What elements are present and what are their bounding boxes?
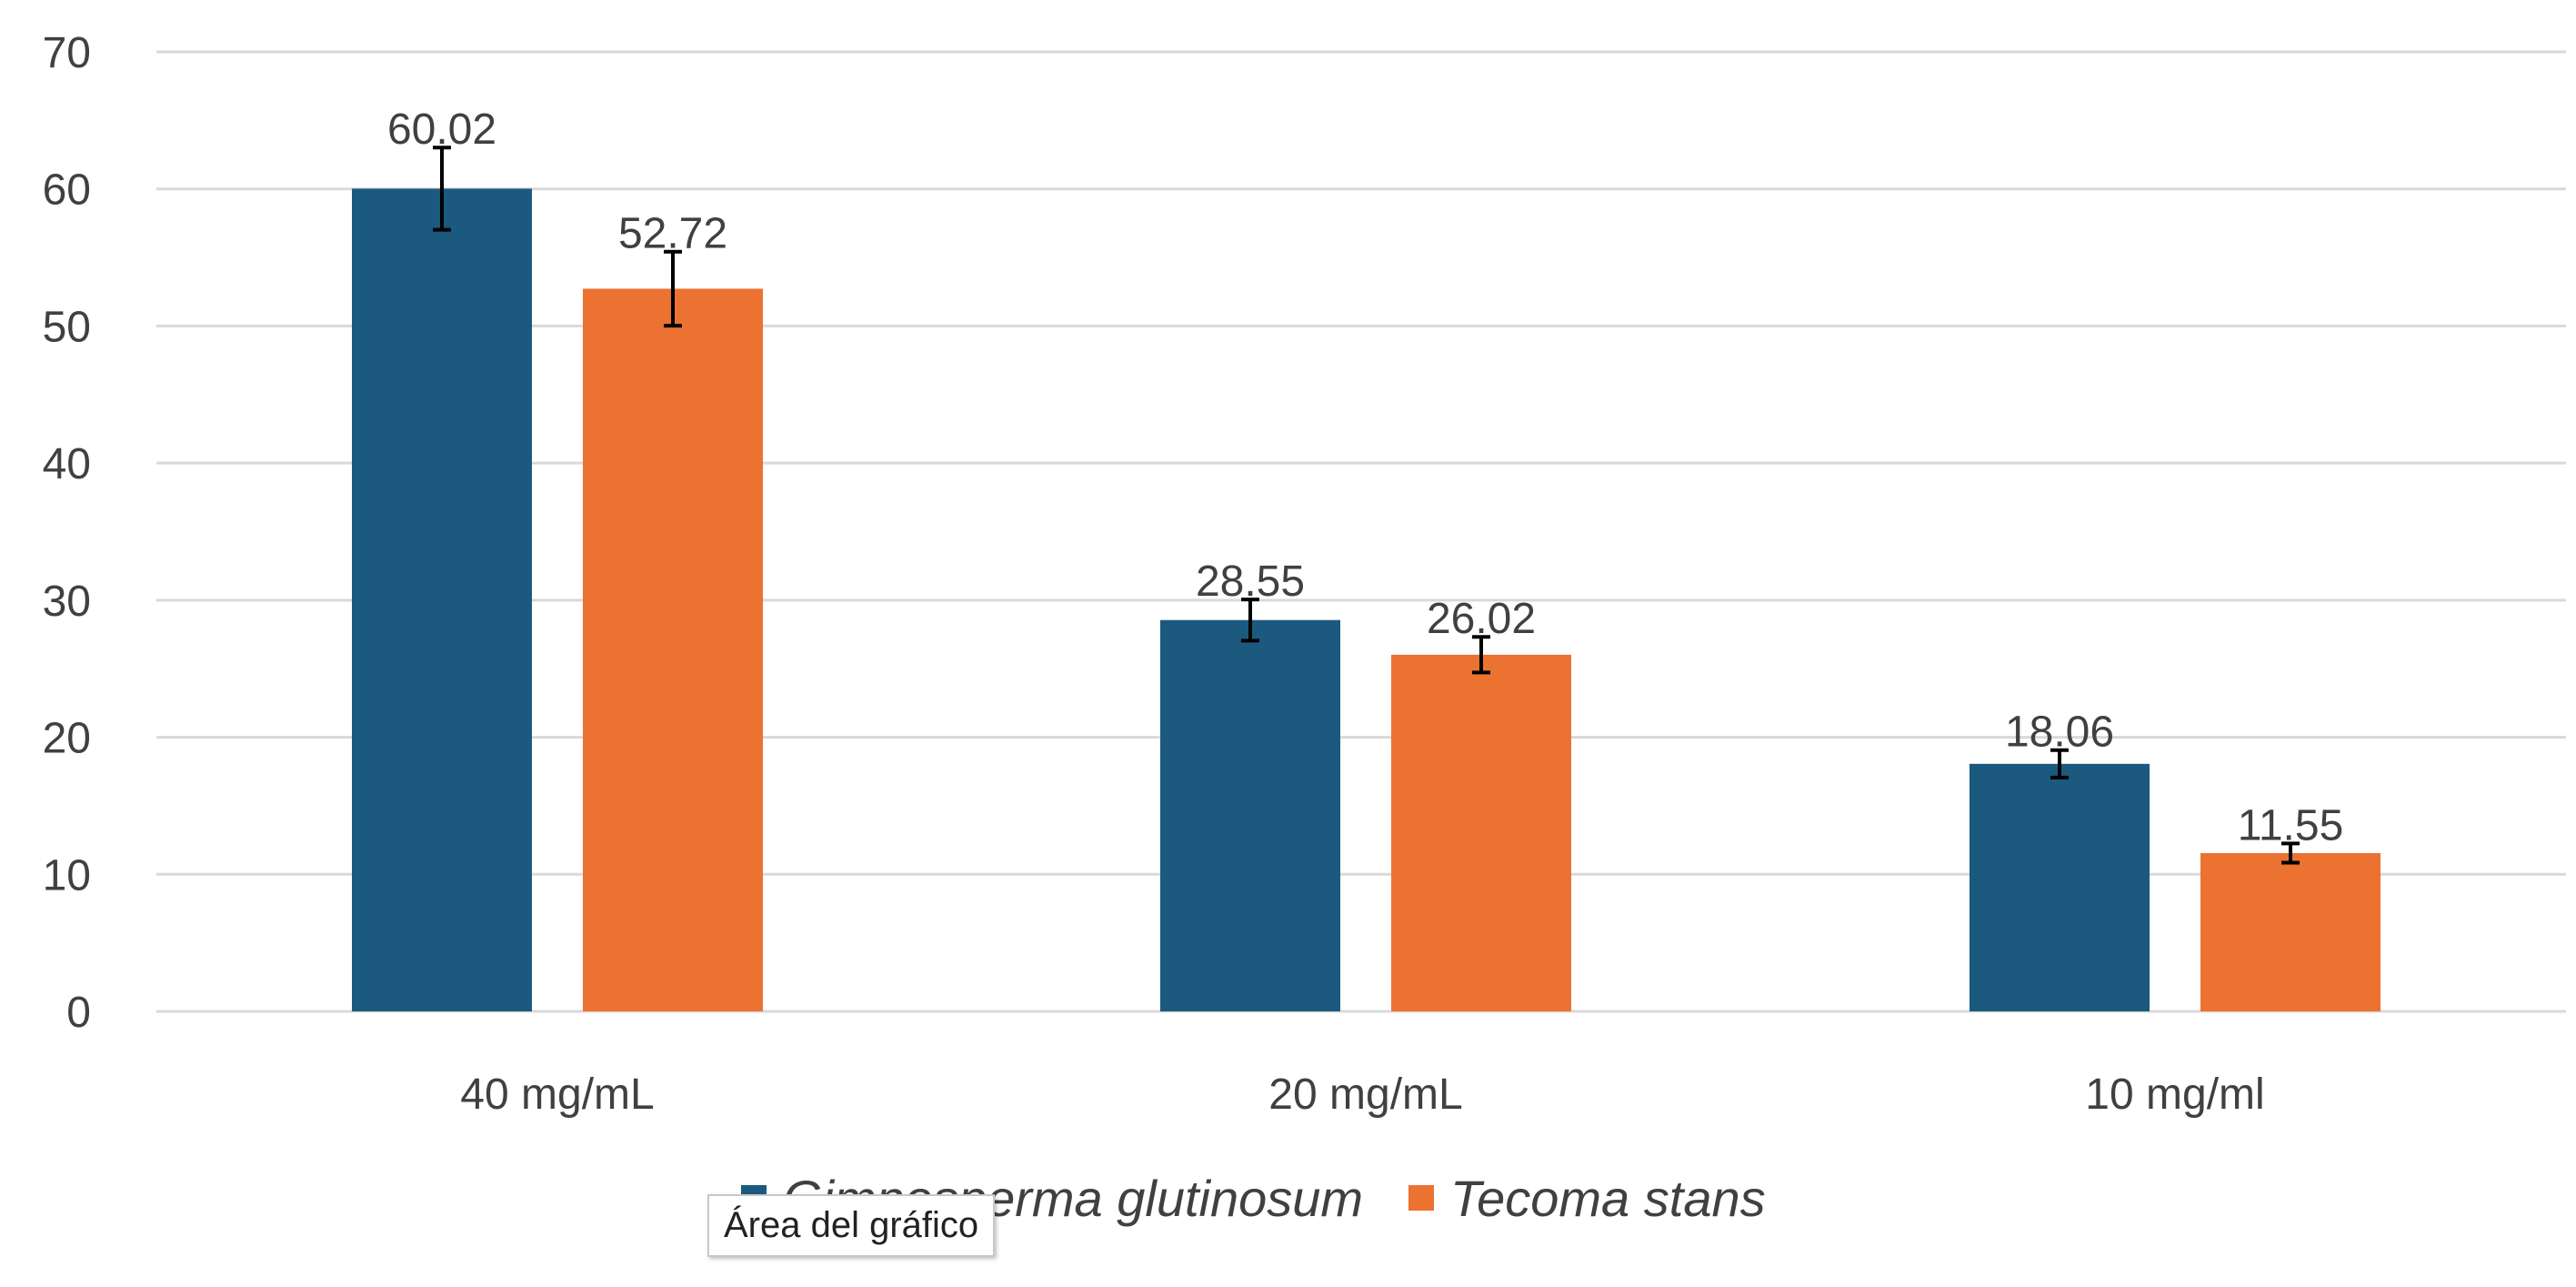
y-tick-label-60: 60 [43, 166, 91, 215]
y-tick-label-40: 40 [43, 440, 91, 488]
error-bar-2-1 [664, 249, 682, 328]
y-tick-label-0: 0 [66, 989, 91, 1037]
legend-item-series-2[interactable]: Tecoma stans [1408, 1169, 1766, 1228]
y-tick-label-70: 70 [43, 29, 91, 77]
y-axis-tick-labels: 0 10 20 30 40 50 60 70 [43, 29, 91, 1037]
bars[interactable] [352, 188, 2381, 1012]
bar-2-2[interactable] [1391, 654, 1571, 1011]
y-tick-label-20: 20 [43, 715, 91, 763]
category-label-2: 20 mg/mL [1268, 1071, 1462, 1119]
y-tick-label-50: 50 [43, 303, 91, 351]
data-label-2-3: 11.55 [2238, 801, 2344, 850]
data-label-2-1: 52.72 [618, 210, 727, 258]
y-tick-label-30: 30 [43, 578, 91, 626]
data-label-1-2: 28.55 [1196, 558, 1305, 606]
chart-area-tooltip: Área del gráfico [707, 1194, 996, 1257]
data-label-1-1: 60.02 [387, 106, 496, 154]
legend-label-series-2: Tecoma stans [1450, 1169, 1766, 1227]
bar-1-1[interactable] [352, 188, 532, 1012]
category-label-3: 10 mg/ml [2085, 1071, 2264, 1119]
data-label-1-3: 18.06 [2005, 709, 2114, 757]
bar-1-3[interactable] [1970, 763, 2150, 1011]
error-bar-1-2 [1241, 598, 1259, 643]
error-bar-1-1 [433, 146, 451, 232]
gridlines [156, 50, 2566, 1013]
bar-1-2[interactable] [1160, 619, 1340, 1011]
legend-swatch-series-2 [1408, 1185, 1435, 1211]
x-axis-category-labels: 40 mg/mL 20 mg/mL 10 mg/ml [460, 1071, 2264, 1119]
data-label-2-2: 26.02 [1427, 595, 1536, 643]
y-tick-label-10: 10 [43, 851, 91, 900]
bar-2-1[interactable] [583, 288, 763, 1011]
bar-2-3[interactable] [2200, 852, 2381, 1011]
error-bar-2-3 [2281, 841, 2300, 865]
category-label-1: 40 mg/mL [460, 1071, 654, 1119]
error-bar-2-2 [1472, 635, 1490, 675]
data-labels: 60.02 28.55 18.06 52.72 26.02 11.55 [387, 106, 2343, 850]
error-bars [433, 146, 2300, 865]
error-bar-1-3 [2050, 748, 2069, 779]
